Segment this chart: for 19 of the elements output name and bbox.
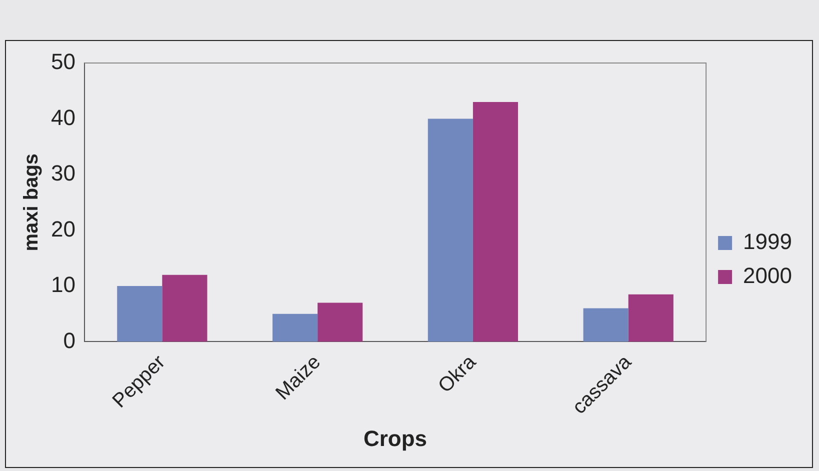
bar <box>117 286 162 342</box>
bar <box>162 274 208 342</box>
bar <box>272 314 318 342</box>
y-axis-title: maxi bags <box>20 153 43 252</box>
bar <box>318 302 363 342</box>
y-tick-label: 20 <box>50 216 76 242</box>
y-tick-label: 30 <box>50 160 76 186</box>
x-axis-title: Crops <box>363 426 428 451</box>
y-tick-label: 10 <box>50 272 76 298</box>
legend-label: 1999 <box>743 229 792 254</box>
bar <box>428 118 473 342</box>
bar <box>583 308 628 342</box>
y-tick-label: 50 <box>50 49 76 74</box>
bar <box>628 294 674 342</box>
bar <box>472 102 518 342</box>
y-tick-label: 40 <box>50 104 76 130</box>
x-tick-label: Okra <box>434 350 482 398</box>
y-tick-label: 0 <box>63 328 76 353</box>
legend-label: 2000 <box>743 263 792 288</box>
